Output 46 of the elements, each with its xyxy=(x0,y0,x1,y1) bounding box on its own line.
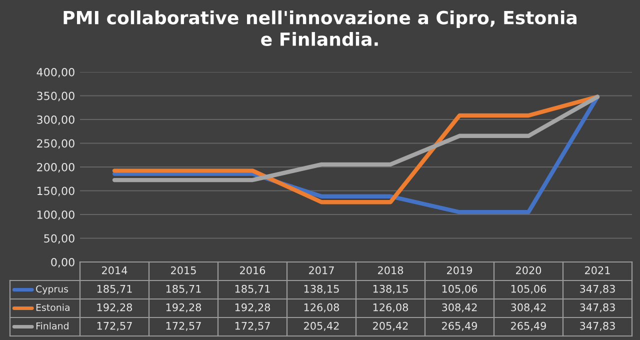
x-tick-label: 2015 xyxy=(171,266,196,274)
data-label: 265,49 xyxy=(511,322,546,331)
x-tick-label: 2021 xyxy=(585,266,610,274)
data-label: 126,08 xyxy=(373,303,408,312)
data-label: 185,71 xyxy=(97,284,132,294)
y-tick-label: 0,00 xyxy=(51,258,74,268)
data-label: 192,28 xyxy=(97,303,132,312)
data-label: 205,42 xyxy=(304,322,339,331)
x-tick-label: 2020 xyxy=(516,266,542,274)
data-label: 192,28 xyxy=(235,303,270,312)
legend-label: Estonia xyxy=(36,304,70,311)
legend-label: Cyprus xyxy=(36,285,68,294)
y-tick-label: 350,00 xyxy=(37,92,74,102)
x-tick-label: 2014 xyxy=(102,266,128,274)
data-label: 172,57 xyxy=(97,322,132,331)
data-label: 347,83 xyxy=(580,284,615,294)
data-label: 172,57 xyxy=(166,322,201,331)
y-tick-label: 100,00 xyxy=(37,210,74,220)
data-label: 105,06 xyxy=(442,284,478,294)
y-tick-label: 200,00 xyxy=(37,162,74,173)
data-label: 347,83 xyxy=(580,303,615,312)
y-tick-label: 400,00 xyxy=(36,68,74,78)
data-label: 138,15 xyxy=(373,284,408,294)
x-tick-label: 2018 xyxy=(378,266,404,274)
chart-title: PMI collaborative nell'innovazione a Cipro, Estonia e Finlandia. xyxy=(64,10,576,46)
data-label: 205,42 xyxy=(373,322,408,331)
data-label: 172,57 xyxy=(235,322,270,331)
data-label: 126,08 xyxy=(304,303,340,312)
data-label: 308,42 xyxy=(511,303,546,312)
line-series xyxy=(112,94,600,182)
y-tick-label: 150,00 xyxy=(37,186,74,196)
data-label: 185,71 xyxy=(166,284,201,294)
x-tick-label: 2017 xyxy=(309,266,334,274)
data-label: 185,71 xyxy=(235,284,270,294)
x-tick-label: 2019 xyxy=(447,266,472,274)
data-label: 105,06 xyxy=(511,284,546,294)
data-label: 308,42 xyxy=(442,303,477,312)
y-tick-label: 300,00 xyxy=(37,115,74,126)
x-tick-label: 2016 xyxy=(240,266,266,274)
y-tick-label: 250,00 xyxy=(37,139,74,149)
data-label: 347,83 xyxy=(580,322,615,331)
data-label: 265,49 xyxy=(442,322,477,331)
y-tick-label: 50,00 xyxy=(44,234,74,244)
data-label: 138,15 xyxy=(304,284,339,294)
legend-label: Finland xyxy=(36,322,68,330)
data-label: 192,28 xyxy=(166,303,202,312)
